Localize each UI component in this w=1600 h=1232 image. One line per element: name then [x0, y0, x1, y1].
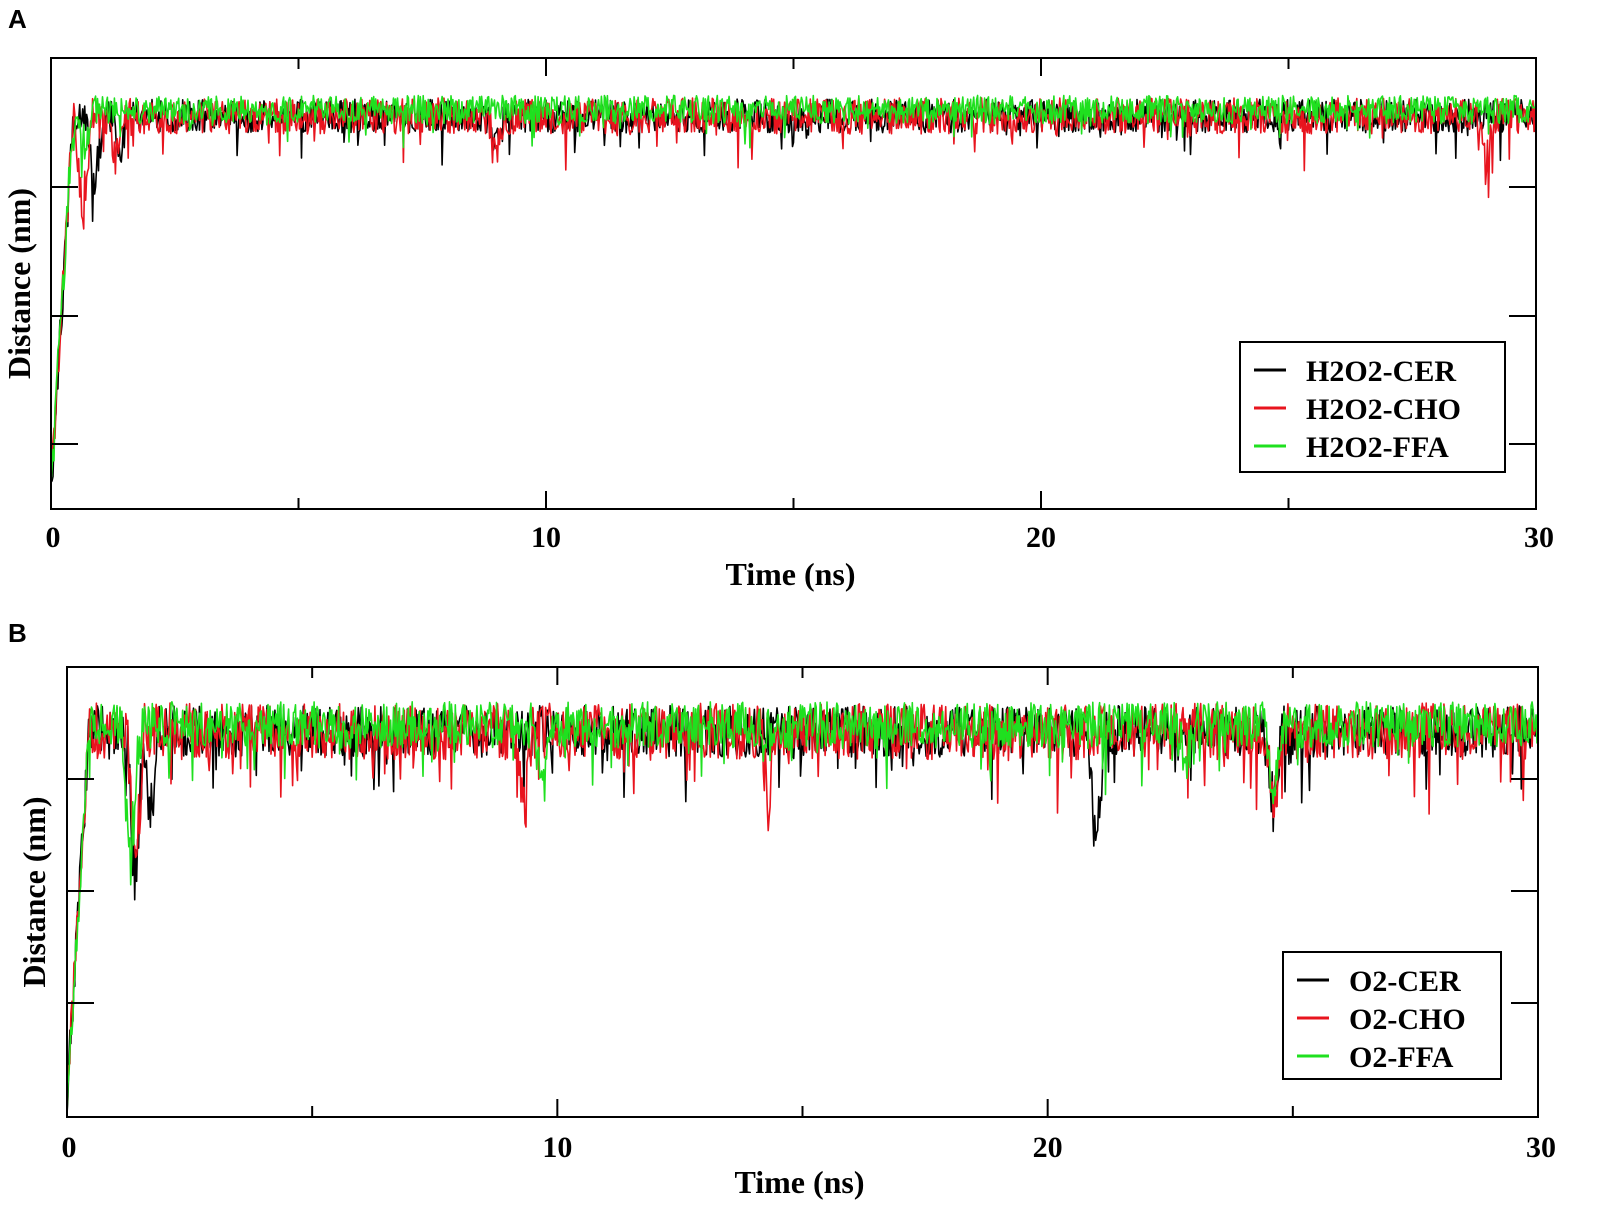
x-axis-label: Time (ns): [725, 556, 855, 592]
x-tick-label: 20: [1026, 521, 1056, 554]
panel-label: B: [8, 618, 27, 648]
chart-b: 0 10 20 30 Time (ns) Distance (nm) O2-CER O2-CH…: [16, 666, 1556, 1200]
legend-label: O2-CER: [1349, 965, 1461, 998]
x-tick-label: 30: [1524, 521, 1554, 554]
series-group: [66, 701, 1539, 1115]
x-tick-label: 10: [531, 521, 561, 554]
series-group: [50, 94, 1537, 483]
x-tick-label: 20: [1033, 1131, 1063, 1164]
legend-label: O2-FFA: [1349, 1041, 1454, 1074]
panel-label: A: [8, 4, 27, 34]
legend: O2-CER O2-CHO O2-FFA: [1282, 951, 1502, 1080]
panel-b: B 0 10 20 30 Time (ns) Distance (nm) O2-CER O2-…: [0, 610, 1600, 1232]
series-line-o2-ffa: [66, 701, 1539, 1115]
legend-label: H2O2-CER: [1306, 355, 1456, 388]
legend-box: [1282, 951, 1502, 1080]
x-tick-label: 30: [1526, 1131, 1556, 1164]
y-axis-label: Distance (nm): [1, 188, 37, 379]
legend: H2O2-CER H2O2-CHO H2O2-FFA: [1239, 341, 1506, 473]
legend-label: O2-CHO: [1349, 1003, 1466, 1036]
x-tick-label: 0: [46, 521, 61, 554]
series-line-h2o2-ffa: [50, 94, 1537, 483]
panel-a: A 0 10 20 30 Time (ns) Distance (nm) H2O2-CER H…: [0, 0, 1600, 610]
x-tick-label: 0: [62, 1131, 77, 1164]
y-axis-label: Distance (nm): [16, 796, 52, 987]
legend-label: H2O2-FFA: [1306, 431, 1449, 464]
x-axis-label: Time (ns): [734, 1164, 864, 1200]
x-tick-label: 10: [542, 1131, 572, 1164]
legend-label: H2O2-CHO: [1306, 393, 1461, 426]
